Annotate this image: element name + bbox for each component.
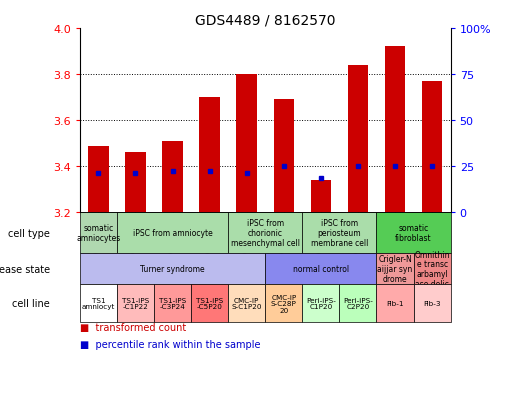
Bar xyxy=(265,285,302,322)
Text: ■  transformed count: ■ transformed count xyxy=(80,323,186,332)
Bar xyxy=(311,181,331,213)
Text: TS1-iPS
-C5P20: TS1-iPS -C5P20 xyxy=(196,297,223,310)
Bar xyxy=(199,98,220,213)
Bar xyxy=(228,285,265,322)
Text: TS1-iPS
-C3P24: TS1-iPS -C3P24 xyxy=(159,297,186,310)
Bar xyxy=(236,75,257,213)
Text: disease state: disease state xyxy=(0,264,50,274)
Text: iPSC from
chorionic
mesenchymal cell: iPSC from chorionic mesenchymal cell xyxy=(231,219,300,247)
Bar xyxy=(376,253,414,285)
Bar xyxy=(191,285,228,322)
Text: Turner syndrome: Turner syndrome xyxy=(140,264,205,273)
Bar xyxy=(265,253,376,285)
Text: Fib-1: Fib-1 xyxy=(386,301,404,306)
Bar xyxy=(228,213,302,253)
Bar xyxy=(117,285,154,322)
Text: cell line: cell line xyxy=(12,299,50,309)
Bar xyxy=(80,285,117,322)
Bar xyxy=(414,253,451,285)
Bar xyxy=(385,47,405,213)
Text: normal control: normal control xyxy=(293,264,349,273)
Bar xyxy=(273,100,294,213)
Text: iPSC from
periosteum
membrane cell: iPSC from periosteum membrane cell xyxy=(311,219,368,247)
Bar xyxy=(376,213,451,253)
Text: Crigler-N
aijjar syn
drome: Crigler-N aijjar syn drome xyxy=(377,255,413,283)
Text: Fib-3: Fib-3 xyxy=(423,301,441,306)
Text: Peri-iPS-
C2P20: Peri-iPS- C2P20 xyxy=(343,297,373,310)
Text: ■  percentile rank within the sample: ■ percentile rank within the sample xyxy=(80,339,260,349)
Bar xyxy=(80,253,265,285)
Bar xyxy=(302,285,339,322)
Bar xyxy=(339,285,376,322)
Bar xyxy=(302,213,376,253)
Bar xyxy=(125,153,146,213)
Bar xyxy=(88,146,109,213)
Text: Peri-iPS-
C1P20: Peri-iPS- C1P20 xyxy=(306,297,336,310)
Text: TS1-iPS
-C1P22: TS1-iPS -C1P22 xyxy=(122,297,149,310)
Bar xyxy=(154,285,191,322)
Text: Omnithin
e transc
arbamyl
ase delic: Omnithin e transc arbamyl ase delic xyxy=(415,250,450,288)
Bar xyxy=(162,142,183,213)
Bar xyxy=(422,82,442,213)
Bar xyxy=(414,285,451,322)
Text: cell type: cell type xyxy=(8,228,50,238)
Bar xyxy=(80,213,117,253)
Title: GDS4489 / 8162570: GDS4489 / 8162570 xyxy=(195,14,335,28)
Text: CMC-IP
S-C1P20: CMC-IP S-C1P20 xyxy=(231,297,262,310)
Bar xyxy=(117,213,228,253)
Text: TS1
amniocyt: TS1 amniocyt xyxy=(82,297,115,310)
Text: somatic
amniocytes: somatic amniocytes xyxy=(76,224,121,242)
Text: somatic
fibroblast: somatic fibroblast xyxy=(395,224,432,242)
Bar xyxy=(348,66,368,213)
Text: iPSC from amniocyte: iPSC from amniocyte xyxy=(133,228,212,237)
Text: CMC-iP
S-C28P
20: CMC-iP S-C28P 20 xyxy=(271,294,297,313)
Bar xyxy=(376,285,414,322)
